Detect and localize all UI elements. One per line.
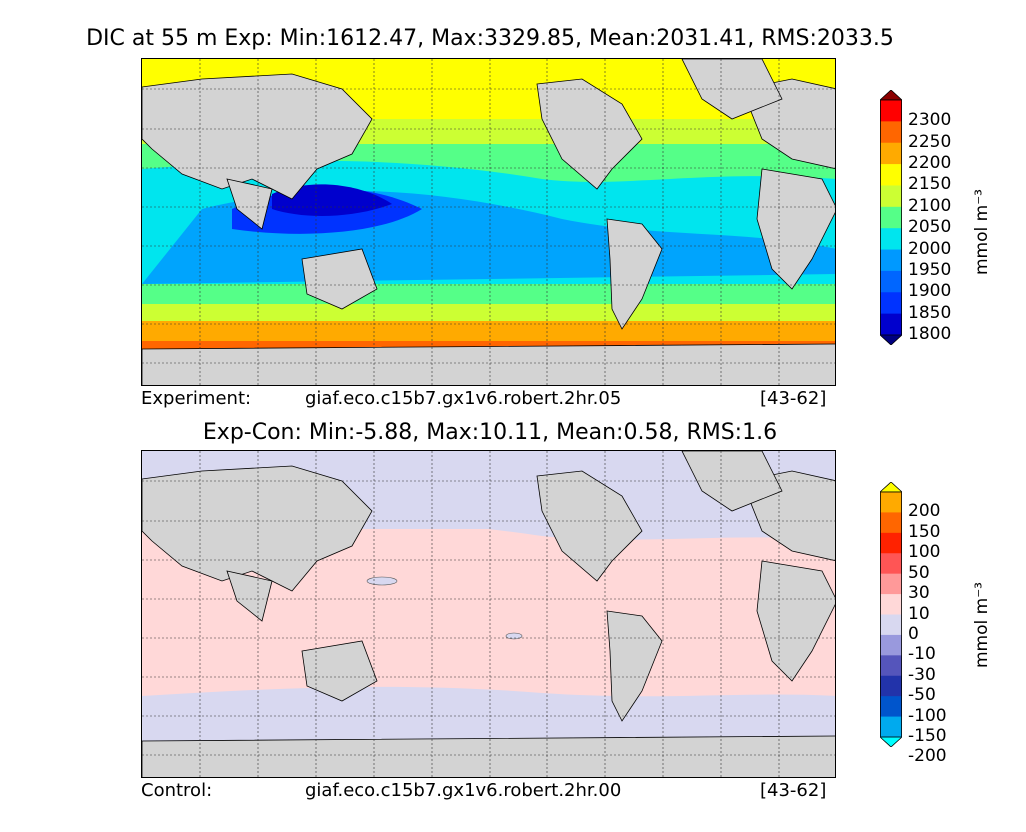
top-map <box>141 58 836 386</box>
bottom-map <box>141 450 836 778</box>
top-colorbar-segment <box>880 270 902 293</box>
top-colorbar-tick-label: 2300 <box>908 110 952 131</box>
bottom-colorbar <box>878 481 904 748</box>
bottom-colorbar-segment <box>880 492 902 513</box>
top-colorbar-segment <box>880 185 902 208</box>
bottom-colorbar-tick-label: -30 <box>908 664 936 685</box>
top-colorbar-tick-label: 1850 <box>908 302 952 323</box>
top-colorbar <box>878 89 904 346</box>
bottom-colorbar-segment <box>880 512 902 534</box>
top-colorbar-tick-label: 2050 <box>908 217 952 238</box>
bottom-colorbar-tick-label: 150 <box>908 521 941 542</box>
top-colorbar-tick-label: 2000 <box>908 238 952 259</box>
bottom-colorbar-segment <box>880 594 902 615</box>
top-colorbar-extend-max <box>878 89 904 101</box>
top-colorbar-tick-label: 1900 <box>908 281 952 302</box>
top-colorbar-tick-label: 2100 <box>908 195 952 216</box>
bottom-colorbar-tick-label: 0 <box>908 623 919 644</box>
top-colorbar-segment <box>880 228 902 251</box>
top-footer-years: [43-62] <box>760 388 827 409</box>
top-footer-label: Experiment: <box>141 388 252 409</box>
bottom-colorbar-tick-label: -50 <box>908 685 936 706</box>
bottom-colorbar-segment <box>880 634 902 656</box>
bottom-colorbar-tick-label: 50 <box>908 562 930 583</box>
bottom-colorbar-tick-label: 100 <box>908 542 941 563</box>
top-colorbar-tick-label: 2200 <box>908 153 952 174</box>
bottom-colorbar-segment <box>880 675 902 697</box>
bottom-colorbar-tick-label: 200 <box>908 501 941 522</box>
bottom-footer-years: [43-62] <box>760 780 827 801</box>
bottom-colorbar-tick-label: -200 <box>908 746 947 767</box>
top-panel-title: DIC at 55 m Exp: Min:1612.47, Max:3329.8… <box>86 26 894 51</box>
bottom-colorbar-segment <box>880 716 902 738</box>
bottom-colorbar-extend-min <box>878 736 904 748</box>
bottom-panel-title: Exp-Con: Min:-5.88, Max:10.11, Mean:0.58… <box>202 420 778 445</box>
top-footer-case: giaf.eco.c15b7.gx1v6.robert.2hr.05 <box>305 388 622 409</box>
top-colorbar-segment <box>880 313 902 336</box>
top-colorbar-segment <box>880 121 902 144</box>
bottom-colorbar-segment <box>880 532 902 554</box>
top-colorbar-tick-label: 2150 <box>908 174 952 195</box>
top-colorbar-tick-label: 1800 <box>908 324 952 344</box>
bottom-colorbar-tick-label: 30 <box>908 583 930 604</box>
bottom-footer-case: giaf.eco.c15b7.gx1v6.robert.2hr.00 <box>305 780 622 801</box>
top-colorbar-segment <box>880 292 902 315</box>
bottom-colorbar-segment <box>880 696 902 718</box>
bottom-colorbar-tick-label: 10 <box>908 603 930 624</box>
top-colorbar-tick-label: 2250 <box>908 131 952 152</box>
bottom-colorbar-tick-label: -150 <box>908 726 947 746</box>
bottom-colorbar-tick-label: -100 <box>908 705 947 726</box>
bottom-colorbar-segment <box>880 614 902 636</box>
bottom-colorbar-extend-max <box>878 481 904 493</box>
bottom-colorbar-unit: mmol m⁻³ <box>972 582 992 668</box>
top-colorbar-unit: mmol m⁻³ <box>972 189 992 275</box>
bottom-footer-label: Control: <box>141 780 213 801</box>
bottom-colorbar-segment <box>880 553 902 575</box>
top-colorbar-tick-label: 1950 <box>908 259 952 280</box>
top-colorbar-segment <box>880 206 902 229</box>
top-colorbar-segment <box>880 249 902 272</box>
top-colorbar-extend-min <box>878 334 904 346</box>
bottom-colorbar-tick-label: -10 <box>908 644 936 665</box>
bottom-colorbar-segment <box>880 655 902 677</box>
bottom-colorbar-segment <box>880 573 902 595</box>
top-colorbar-segment <box>880 100 902 122</box>
top-colorbar-segment <box>880 164 902 186</box>
top-colorbar-segment <box>880 142 902 165</box>
